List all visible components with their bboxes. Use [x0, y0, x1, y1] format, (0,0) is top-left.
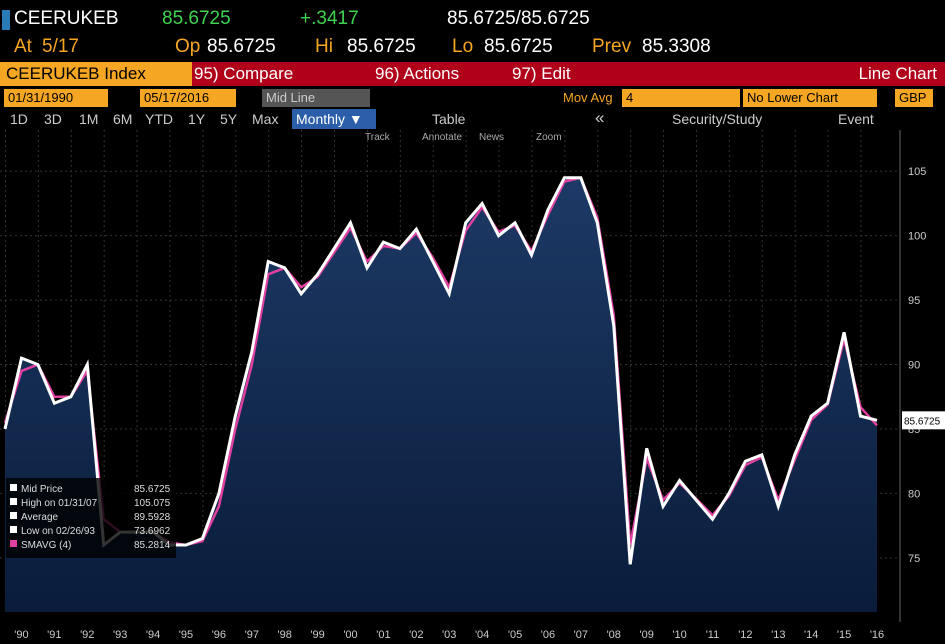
tool[interactable]: Track [365, 132, 390, 143]
legend-swatch [10, 498, 17, 505]
frequency[interactable]: Monthly ▼ [292, 109, 376, 129]
tool[interactable]: News [479, 132, 505, 143]
legend-value: 105.075 [134, 498, 171, 509]
x-tick-label: '93 [113, 629, 127, 641]
end-date[interactable]: 05/17/2016 [140, 89, 236, 107]
x-tick-label: '94 [146, 629, 160, 641]
x-tick-label: '05 [508, 629, 522, 641]
x-tick-label: '13 [771, 629, 785, 641]
x-tick-label: '09 [639, 629, 653, 641]
x-tick-label: '90 [14, 629, 28, 641]
legend-label: SMAVG (4) [21, 540, 71, 551]
tool[interactable]: Annotate [422, 132, 463, 143]
legend-swatch [10, 484, 17, 491]
x-tick-label: '06 [541, 629, 555, 641]
stat-label: Prev [592, 36, 632, 57]
x-tick-label: '16 [870, 629, 884, 641]
legend-value: 85.2814 [134, 540, 171, 551]
lower-chart[interactable]: No Lower Chart [743, 89, 877, 107]
stat-value: 85.6725 [347, 36, 416, 57]
last: 85.6725 [162, 8, 231, 29]
currency[interactable]: GBP [895, 89, 933, 107]
price-tag: 85.6725 [904, 416, 941, 427]
bid-ask: 85.6725/85.6725 [447, 8, 590, 29]
stat-value: 85.6725 [484, 36, 553, 57]
start-date[interactable]: 01/31/1990 [4, 89, 108, 107]
x-tick-label: '08 [607, 629, 621, 641]
mov-avg-label: Mov Avg [563, 90, 613, 105]
x-tick-label: '91 [47, 629, 61, 641]
stat-value: 5/17 [42, 36, 79, 57]
x-tick-label: '95 [179, 629, 193, 641]
legend-label: Average [21, 512, 59, 523]
x-tick-label: '00 [343, 629, 357, 641]
x-tick-label: '03 [442, 629, 456, 641]
stat-value: 85.3308 [642, 36, 711, 57]
x-tick-label: '98 [278, 629, 292, 641]
x-tick-label: '01 [376, 629, 390, 641]
x-tick-label: '14 [804, 629, 818, 641]
period[interactable]: 1Y [188, 111, 206, 127]
period[interactable]: Max [252, 111, 279, 127]
y-tick-label: 105 [908, 166, 926, 178]
legend-value: 85.6725 [134, 484, 171, 495]
x-tick-label: '99 [310, 629, 324, 641]
legend-swatch [10, 526, 17, 533]
x-tick-label: '97 [245, 629, 259, 641]
event[interactable]: Event [838, 111, 874, 127]
x-tick-label: '15 [837, 629, 851, 641]
legend-label: Low on 02/26/93 [21, 526, 95, 537]
legend-value: 89.5928 [134, 512, 171, 523]
stat-label: Op [175, 36, 201, 57]
mov-avg[interactable]: 4 [622, 89, 740, 107]
stat-label: Lo [452, 36, 474, 57]
x-tick-label: '11 [706, 629, 720, 641]
x-tick-label: '04 [475, 629, 489, 641]
x-tick-label: '12 [738, 629, 752, 641]
x-tick-label: '92 [80, 629, 94, 641]
edit[interactable]: 97) Edit [512, 64, 571, 83]
legend-label: High on 01/31/07 [21, 498, 98, 509]
study[interactable]: Security/Study [672, 111, 763, 127]
y-tick-label: 80 [908, 488, 920, 500]
x-tick-label: '07 [574, 629, 588, 641]
period[interactable]: 3D [44, 111, 62, 127]
ticker: CEERUKEB [14, 8, 119, 29]
legend-box [6, 478, 176, 558]
x-tick-label: '96 [212, 629, 226, 641]
line-mode[interactable]: Mid Line [262, 89, 370, 107]
change: +.3417 [300, 8, 359, 29]
y-tick-label: 100 [908, 231, 926, 243]
period[interactable]: 1M [79, 111, 99, 127]
y-tick-label: 75 [908, 553, 920, 565]
chart-type: Line Chart [858, 64, 937, 83]
x-tick-label: '02 [409, 629, 423, 641]
legend-label: Mid Price [21, 484, 63, 495]
period[interactable]: 5Y [220, 111, 238, 127]
legend-swatch [10, 540, 17, 547]
back[interactable]: « [595, 108, 605, 127]
period[interactable]: 1D [10, 111, 28, 127]
y-tick-label: 95 [908, 295, 920, 307]
price-tag-box [902, 411, 945, 430]
stat-value: 85.6725 [207, 36, 276, 57]
legend-swatch [10, 512, 17, 519]
ticker-flag [2, 10, 10, 30]
stat-label: At [14, 36, 32, 57]
x-tick-label: '10 [672, 629, 686, 641]
y-tick-label: 90 [908, 360, 920, 372]
tool[interactable]: Zoom [536, 132, 562, 143]
security[interactable]: CEERUKEB Index [0, 62, 192, 86]
compare[interactable]: 95) Compare [194, 64, 294, 83]
area [5, 177, 877, 612]
table[interactable]: Table [432, 111, 466, 127]
legend-value: 73.6962 [134, 526, 171, 537]
period[interactable]: 6M [113, 111, 133, 127]
actions[interactable]: 96) Actions [375, 64, 460, 83]
stat-label: Hi [315, 36, 333, 57]
chart: '90 '91 '92 '93 '94 '95 '96 '97 '98 '99 '00 '01 '02 '… [0, 130, 945, 641]
period[interactable]: YTD [145, 111, 173, 127]
